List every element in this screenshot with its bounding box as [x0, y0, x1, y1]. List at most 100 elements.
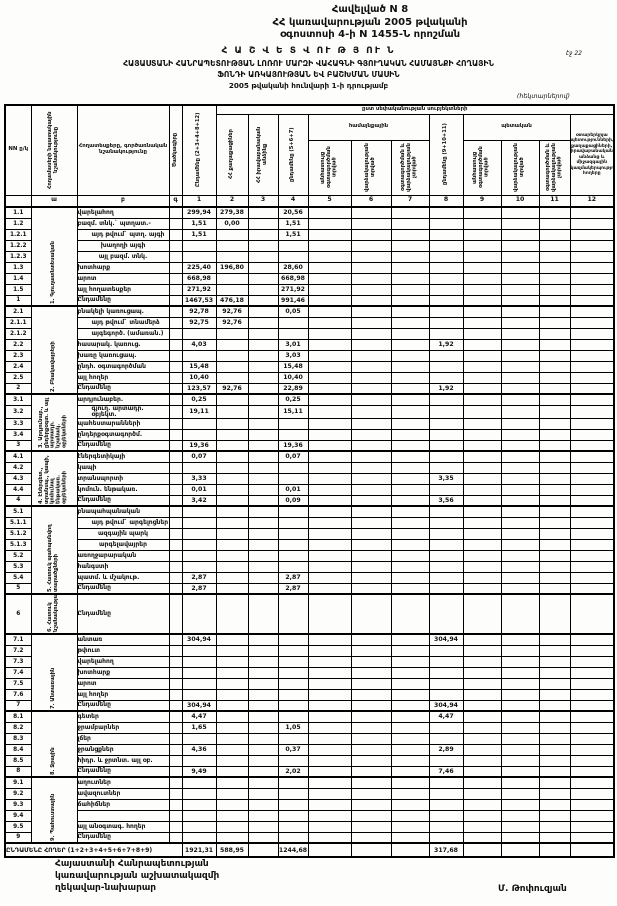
- value-cell: [307, 787, 352, 800]
- value-cell: [390, 327, 430, 340]
- table-row: 7 Ընդամենը 304,94 304,94: [4, 699, 615, 712]
- table-header: NN ը/կ Հողամասերի նպատակային նշանակությու…: [4, 104, 615, 208]
- value-cell: 271,92: [181, 283, 217, 296]
- value-cell: [462, 699, 502, 712]
- col-index: 10: [500, 194, 540, 208]
- table-row: 6 6. Հատուկ նշանակության Ընդամենը: [4, 593, 615, 635]
- land-type-label: կոմուն. ենթակառ.: [76, 483, 170, 496]
- value-cell: [569, 349, 615, 362]
- value-cell: [350, 461, 392, 474]
- value-cell: [390, 571, 430, 584]
- value-cell: [462, 765, 502, 778]
- value-cell: [569, 666, 615, 679]
- value-cell: 1,51: [277, 228, 309, 241]
- value-cell: [500, 305, 540, 318]
- grand-total-value: [538, 842, 571, 858]
- value-cell: [428, 360, 464, 373]
- value-cell: [181, 527, 217, 540]
- row-number: 5.4: [4, 571, 32, 584]
- header-band-row: NN ը/կ Հողամասերի նպատակային նշանակությու…: [4, 104, 615, 196]
- value-cell: [390, 644, 430, 657]
- value-cell: [247, 272, 279, 285]
- value-cell: [247, 294, 279, 307]
- value-cell: [428, 809, 464, 822]
- value-cell: [307, 538, 352, 551]
- value-cell: [307, 798, 352, 811]
- value-cell: [500, 417, 540, 430]
- land-type-label: Ընդամենը: [76, 593, 170, 635]
- value-cell: [500, 371, 540, 384]
- value-cell: [350, 250, 392, 263]
- value-cell: [350, 754, 392, 767]
- value-cell: [350, 743, 392, 756]
- value-cell: [247, 228, 279, 241]
- col-header-code: Ծածկագիրը: [168, 104, 183, 196]
- col-header-foreign: օտարերկրյա պետությունների, քաղաքացիների,…: [569, 113, 615, 196]
- value-cell: [428, 798, 464, 811]
- code-cell: [168, 560, 183, 573]
- value-cell: [538, 349, 571, 362]
- row-number: 7.4: [4, 666, 32, 679]
- col-header-total: Ընդամենը (2+3+4+8+12): [181, 104, 217, 196]
- value-cell: [350, 831, 392, 844]
- value-cell: [569, 633, 615, 646]
- code-cell: [168, 417, 183, 430]
- row-number: 6: [4, 593, 32, 635]
- value-cell: [277, 516, 309, 529]
- value-cell: 19,36: [277, 439, 309, 452]
- value-cell: 0,00: [215, 217, 249, 230]
- report-subtitle-3: 2005 թվականի հունվարի 1-ի դրությամբ: [228, 81, 389, 90]
- col-index: ա: [30, 194, 78, 208]
- value-cell: [350, 516, 392, 529]
- value-cell: [307, 393, 352, 406]
- value-cell: [307, 272, 352, 285]
- value-cell: 3,42: [181, 494, 217, 507]
- value-cell: [500, 516, 540, 529]
- value-cell: [390, 338, 430, 351]
- value-cell: [390, 294, 430, 307]
- value-cell: 0,37: [277, 743, 309, 756]
- value-cell: [500, 338, 540, 351]
- value-cell: [247, 644, 279, 657]
- value-cell: [307, 450, 352, 463]
- value-cell: [428, 666, 464, 679]
- value-cell: [500, 527, 540, 540]
- table-row: 5.4 պատմ. և մշակութ. 2,87 2,87: [4, 571, 615, 584]
- table-row: 2.5 այլ հողեր 10,40 10,40: [4, 371, 615, 384]
- table-row: 8.2 ջրամբարներ 1,65 1,05: [4, 721, 615, 734]
- value-cell: [350, 593, 392, 635]
- value-cell: [350, 787, 392, 800]
- value-cell: [569, 404, 615, 419]
- value-cell: [500, 461, 540, 474]
- value-cell: [307, 560, 352, 573]
- value-cell: [538, 582, 571, 595]
- value-cell: [538, 472, 571, 485]
- value-cell: [350, 450, 392, 463]
- value-cell: [538, 633, 571, 646]
- value-cell: [428, 688, 464, 701]
- value-cell: [569, 239, 615, 252]
- value-cell: [569, 505, 615, 518]
- value-cell: [350, 677, 392, 690]
- col-index: 3: [247, 194, 279, 208]
- row-number: 4.3: [4, 472, 32, 485]
- group-label: 3. Արդյունաբ., ընդերքօգտ. և այլ արտադր. …: [30, 393, 78, 452]
- value-cell: [500, 721, 540, 734]
- col-header-state-use: անհատույց օգտագործման տրված: [462, 139, 502, 196]
- value-cell: [390, 461, 430, 474]
- value-cell: 4,47: [428, 710, 464, 723]
- value-cell: [247, 305, 279, 318]
- value-cell: [215, 776, 249, 789]
- land-type-label: արգելավայրեր: [76, 538, 170, 551]
- value-cell: [350, 206, 392, 219]
- value-cell: [462, 516, 502, 529]
- value-cell: [538, 382, 571, 395]
- value-cell: [462, 349, 502, 362]
- value-cell: [462, 688, 502, 701]
- value-cell: [390, 538, 430, 551]
- signatory-name: Մ. Թոփուզյան: [498, 884, 567, 894]
- value-cell: 2,02: [277, 765, 309, 778]
- value-cell: [307, 809, 352, 822]
- value-cell: 304,94: [428, 699, 464, 712]
- value-cell: [181, 798, 217, 811]
